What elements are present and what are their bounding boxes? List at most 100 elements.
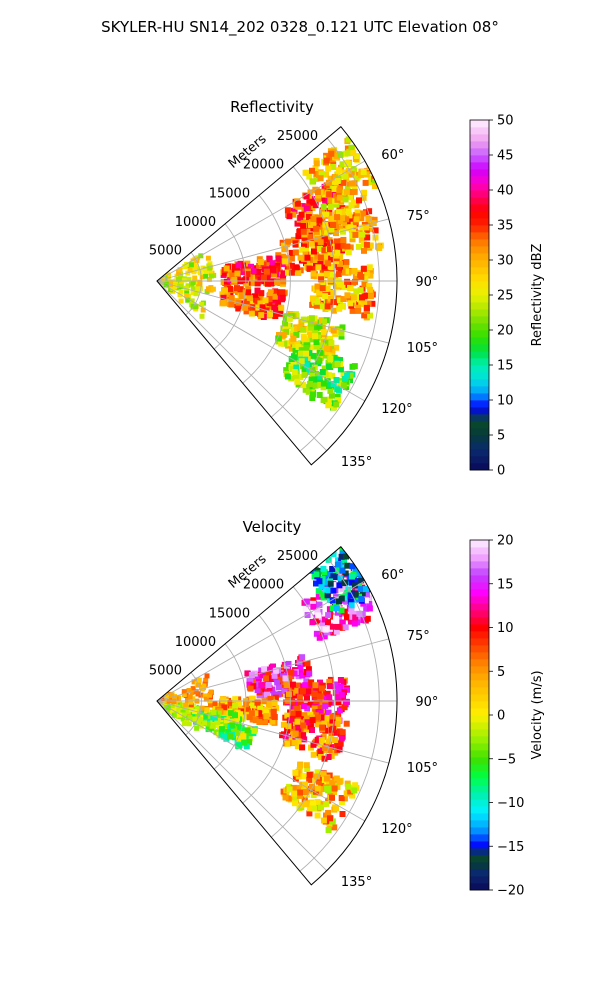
echo-cell (181, 692, 187, 698)
echo-cell (286, 213, 293, 220)
echo-cell (331, 186, 338, 192)
echo-cell (290, 335, 297, 342)
echo-cell (292, 347, 299, 354)
azimuth-tick-label: 90° (415, 275, 438, 290)
echo-cell (263, 709, 270, 716)
colorbar-segment (470, 603, 489, 611)
echo-cell (372, 227, 379, 234)
colorbar-segment (470, 687, 489, 695)
echo-cell (355, 243, 362, 250)
echo-cell (330, 587, 337, 594)
echo-cell (323, 800, 330, 807)
echo-cell (178, 279, 184, 285)
echo-cell (264, 691, 270, 698)
colorbar-segment (470, 673, 489, 681)
echo-cell (321, 365, 328, 372)
echo-cell (347, 300, 354, 307)
echo-cell (360, 210, 367, 217)
echo-cell (349, 563, 356, 570)
echo-cell (326, 694, 333, 701)
echo-cell (199, 301, 205, 307)
echo-cell (317, 679, 323, 686)
echo-cell (200, 307, 206, 313)
echo-cell (301, 256, 308, 263)
echo-cell (282, 678, 289, 685)
colorbar-segment (470, 813, 489, 821)
echo-cell (332, 273, 339, 280)
echo-cell (319, 171, 325, 178)
echo-cell (229, 718, 236, 725)
echo-cell (345, 208, 352, 215)
echo-cell (255, 272, 262, 279)
echo-cell (349, 236, 356, 243)
echo-cell (320, 817, 327, 824)
echo-cell (245, 286, 251, 293)
echo-cell (235, 262, 242, 269)
colorbar-segment (470, 862, 489, 870)
colorbar-tick-label: 30 (497, 254, 514, 269)
echo-cell (264, 280, 271, 287)
echo-cell (355, 304, 362, 311)
echo-cell (307, 701, 314, 708)
colorbar-segment (470, 582, 489, 590)
echo-cell (315, 612, 322, 619)
echo-cell (362, 179, 369, 186)
echo-cell (173, 712, 179, 718)
colorbar-tick-label: 0 (497, 464, 505, 479)
echo-cell (351, 185, 358, 192)
echo-cell (243, 743, 250, 750)
echo-cell (246, 739, 253, 746)
echo-cell (362, 597, 369, 604)
echo-cell (367, 272, 374, 279)
echo-cell (321, 755, 328, 762)
echo-cell (322, 352, 329, 359)
colorbar-segment (470, 876, 489, 884)
echo-cell (346, 212, 353, 219)
echo-cell (366, 601, 373, 608)
echo-cell (261, 717, 268, 724)
colorbar-segment (470, 771, 489, 779)
echo-cell (371, 566, 378, 573)
colorbar-segment (470, 428, 489, 436)
echo-cell (185, 297, 191, 303)
echo-cell (293, 794, 300, 801)
echo-cell (176, 276, 181, 282)
colorbar-segment (470, 127, 489, 135)
echo-cell (326, 699, 333, 706)
echo-cell (264, 272, 271, 278)
colorbar-segment (470, 169, 489, 177)
echo-cell (343, 160, 350, 167)
echo-cell (262, 297, 269, 304)
echo-cell (308, 377, 315, 383)
echo-cell (354, 546, 361, 553)
echo-cell (339, 567, 346, 574)
echo-cell (220, 299, 227, 306)
echo-cell (275, 255, 282, 262)
echo-cell (339, 161, 346, 168)
echo-cell (300, 326, 307, 333)
echo-cell (304, 705, 311, 712)
colorbar-segment (470, 148, 489, 156)
echo-cell (223, 278, 230, 285)
echo-cell (352, 135, 359, 142)
echo-cell (331, 785, 338, 792)
echo-cell (316, 693, 323, 700)
echo-cell (257, 703, 264, 710)
echo-cell (267, 310, 273, 317)
echo-cell (282, 258, 289, 265)
echo-cell (266, 701, 273, 708)
echo-cell (280, 270, 287, 277)
echo-cell (353, 288, 360, 295)
echo-cell (194, 725, 200, 731)
echo-cell (275, 300, 282, 307)
echo-cell (330, 307, 337, 314)
colorbar-tick-label: 40 (497, 184, 514, 199)
echo-cell (296, 784, 303, 791)
echo-cell (338, 799, 345, 806)
echo-cell (344, 292, 351, 299)
echo-cell (312, 333, 318, 340)
echo-cell (321, 258, 328, 265)
echo-cell (186, 688, 192, 693)
echo-cell (344, 372, 351, 379)
azimuth-spoke (156, 218, 389, 282)
